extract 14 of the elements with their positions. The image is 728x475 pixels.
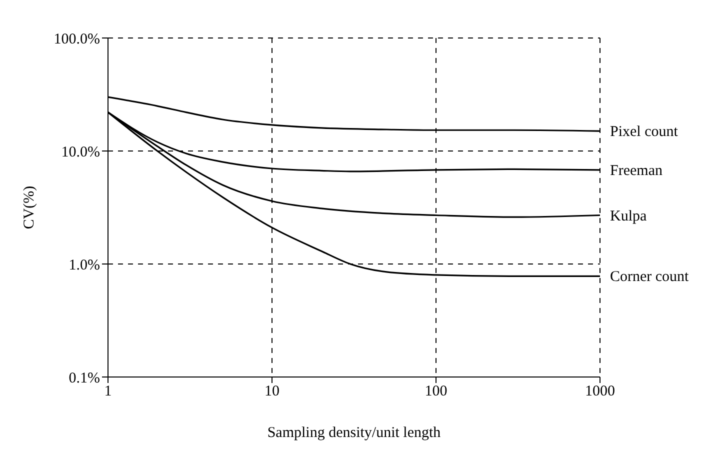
x-tick-label: 10 (264, 384, 280, 400)
x-tick-label: 1000 (585, 384, 615, 400)
y-axis-title: CV(%) (21, 186, 38, 230)
x-tick-label: 100 (424, 384, 448, 400)
y-tick-label: 100.0% (54, 31, 100, 48)
series-label: Pixel count (610, 124, 679, 140)
x-tick-label: 1 (104, 384, 112, 400)
y-tick-label: 0.1% (68, 370, 100, 386)
y-tick-label: 1.0% (68, 257, 100, 274)
series-label: Kulpa (610, 208, 647, 224)
x-axis-title: Sampling density/unit length (267, 425, 442, 441)
y-tick-label: 10.0% (61, 144, 100, 160)
series-label: Corner count (610, 269, 690, 286)
series-label: Freeman (610, 162, 663, 179)
